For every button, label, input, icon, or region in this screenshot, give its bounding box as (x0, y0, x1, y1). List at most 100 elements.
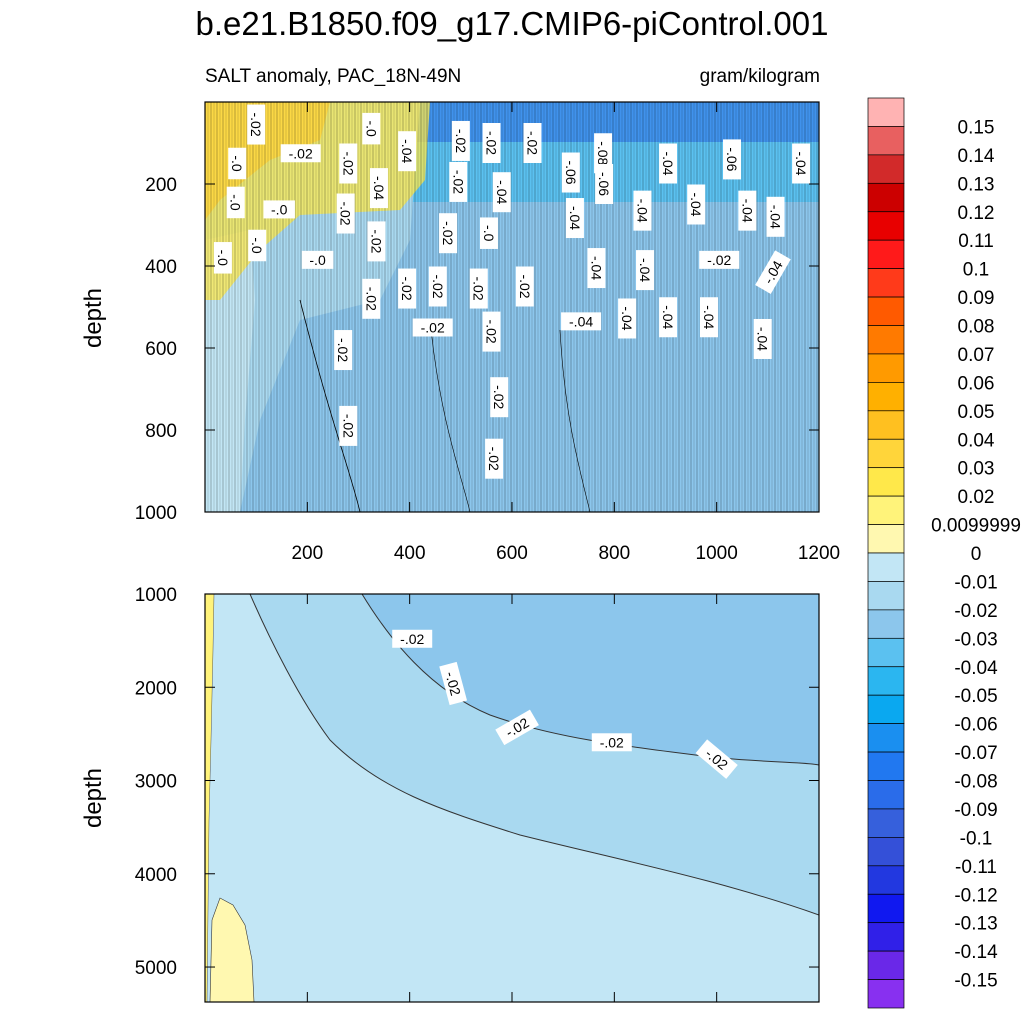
colorbar-label: -0.13 (954, 914, 997, 935)
contour-label: -.04 (587, 248, 606, 289)
contour-label: -.02 (490, 377, 509, 418)
lower-x-axis (306, 594, 820, 1002)
contour-label-text: -.02 (340, 414, 356, 438)
colorbar-label: 0.15 (958, 117, 995, 138)
contour-label: -.02 (451, 120, 470, 161)
colorbar-label: -0.14 (954, 942, 998, 963)
y-tick-label: 800 (145, 421, 177, 442)
contour-label-text: -.04 (739, 199, 755, 223)
contour-label: -.02 (469, 268, 488, 309)
contour-label: -.0 (301, 250, 334, 269)
contour-label-text: -.0 (229, 155, 245, 172)
y-tick-label: 3000 (135, 772, 177, 793)
contour-label: -.02 (367, 221, 386, 262)
contour-label: -.02 (699, 250, 740, 269)
contour-label-text: -.04 (793, 151, 809, 175)
colorbar-swatch (867, 382, 905, 412)
colorbar-swatch (867, 239, 905, 269)
contour-label: -.02 (280, 144, 321, 163)
contour-label-text: -.04 (569, 313, 593, 329)
contour-label: -.04 (687, 184, 706, 225)
contour-label: -.04 (492, 172, 511, 213)
contour-label-text: -.04 (634, 199, 650, 223)
contour-label-text: -.02 (368, 229, 384, 253)
colorbar-label: -0.15 (954, 971, 997, 992)
colorbar-label: 0.03 (958, 459, 995, 480)
colorbar-label: -0.04 (954, 658, 998, 679)
contour-label-text: -.02 (442, 670, 464, 698)
colorbar-label: -0.01 (954, 572, 997, 593)
contour-label-text: -.0 (481, 225, 497, 242)
colorbar-swatch (867, 922, 905, 952)
contour-label: -.02 (482, 123, 501, 163)
contour-label-text: -.02 (248, 112, 264, 136)
colorbar-swatch (867, 893, 905, 924)
contour-label-text: -.02 (491, 385, 507, 409)
contour-label: -.04 (636, 250, 655, 291)
y-tick-label: 2000 (135, 678, 177, 699)
upper-y-axis-label: depth (80, 288, 107, 348)
contour-label-text: -.02 (421, 320, 445, 336)
contour-label-text: -.0 (271, 201, 288, 217)
contour-label: -.02 (362, 278, 381, 319)
contour-label: -.04 (699, 297, 718, 338)
colorbar-label: 0.06 (958, 373, 995, 394)
contour-label: -.02 (439, 213, 458, 254)
contour-label: -.06 (595, 164, 614, 204)
contour-label: -.04 (753, 318, 772, 359)
colorbar-label: 0.12 (958, 203, 995, 224)
colorbar-swatch (867, 353, 905, 383)
contour-label: -.02 (339, 405, 358, 446)
colorbar-swatch (867, 950, 905, 980)
lower-field (205, 594, 819, 1002)
colorbar-swatch (867, 495, 905, 525)
colorbar-swatch (867, 780, 905, 810)
contour-label: -.04 (565, 198, 584, 239)
colorbar-swatch (867, 97, 905, 127)
lower-panel: -.02-.02-.02-.02-.02 1000200030004000500… (80, 585, 820, 1003)
contour-label-text: -.04 (567, 206, 583, 230)
colorbar-swatch (867, 154, 905, 184)
y-tick-label: 400 (145, 257, 177, 278)
contour-label-text: -.02 (399, 276, 415, 300)
y-tick-label: 600 (145, 339, 177, 360)
contour-label-text: -.06 (596, 172, 612, 196)
contour-label-text: -.0 (249, 237, 265, 254)
lower-y-axis: 1000 2000 3000 4000 5000 (135, 585, 819, 979)
contour-label: -.02 (449, 161, 468, 202)
contour-label-text: -.04 (688, 192, 704, 216)
contour-label: -.0 (226, 186, 245, 219)
contour-label-text: -.02 (430, 274, 446, 298)
contour-label: -.02 (336, 193, 355, 234)
contour-label-text: -.02 (363, 287, 379, 311)
colorbar-swatch (867, 865, 905, 895)
colorbar-label: 0.1 (963, 260, 989, 281)
contour-label: -.06 (723, 139, 742, 180)
colorbar-swatch (867, 723, 905, 753)
contour-label-text: -.02 (335, 338, 351, 362)
upper-y-axis: 200 400 600 800 1000 (135, 175, 819, 524)
colorbar-label: -0.03 (954, 629, 997, 650)
y-tick-label: 5000 (135, 958, 177, 979)
contour-label: -.04 (369, 168, 388, 209)
x-tick-label: 1000 (696, 543, 738, 564)
contour-label: -.02 (428, 266, 447, 307)
colorbar-swatch (867, 182, 905, 213)
contour-label: -.02 (392, 629, 433, 648)
contour-label: -.04 (766, 196, 785, 237)
colorbar-label: 0.02 (958, 487, 995, 508)
contour-label: -.04 (633, 190, 652, 231)
contour-label: -.02 (482, 311, 501, 352)
y-tick-label: 200 (145, 175, 177, 196)
contour-label: -.04 (618, 298, 637, 339)
upper-panel: -.02 -.02 -.0 -.0 -.0 -.0 -.0 -.0 -.0 -.02 -.04 -.0… (80, 101, 840, 564)
colorbar-swatch (867, 410, 905, 440)
contour-label-text: -.0 (228, 194, 244, 211)
colorbar-label: 0 (971, 544, 982, 565)
contour-label-text: -.04 (619, 306, 635, 330)
contour-label: -.02 (247, 104, 266, 145)
contour-label-text: -.06 (724, 147, 740, 171)
contour-label-text: -.02 (600, 734, 624, 750)
colorbar-swatch (867, 211, 905, 241)
contour-label-text: -.04 (371, 176, 387, 200)
